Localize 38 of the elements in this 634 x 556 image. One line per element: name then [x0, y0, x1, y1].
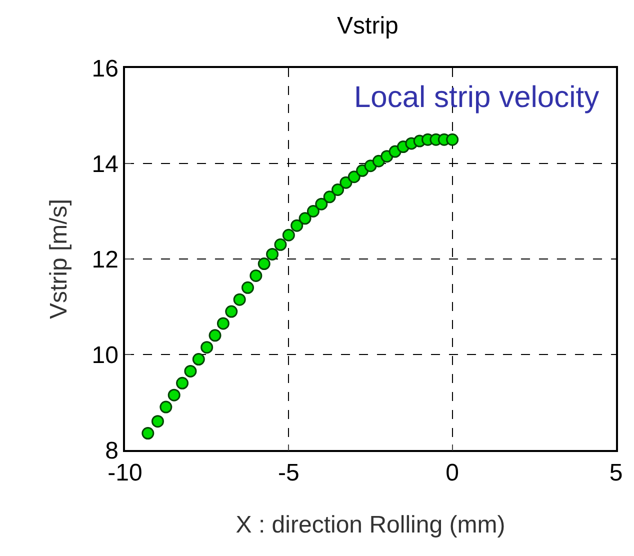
point	[250, 269, 262, 282]
point	[208, 329, 222, 342]
x-axis-title: X : direction Rolling (mm)	[236, 512, 506, 538]
point	[168, 388, 180, 402]
point	[176, 376, 189, 390]
point	[258, 258, 270, 270]
chart-title: Vstrip	[337, 12, 398, 40]
point	[200, 341, 214, 354]
point	[184, 364, 197, 378]
point	[348, 170, 360, 184]
point	[233, 293, 246, 306]
point	[142, 427, 154, 440]
point	[315, 198, 328, 210]
y-tick-label: 12	[92, 246, 118, 274]
point	[282, 228, 295, 242]
point	[151, 415, 164, 428]
point	[216, 317, 230, 330]
annotation: Local strip velocity	[354, 81, 600, 114]
point	[306, 205, 320, 218]
x-tick-label: 5	[609, 460, 623, 487]
y-tick-label: 10	[92, 342, 118, 369]
point	[266, 248, 279, 260]
point	[242, 281, 254, 294]
y-tick-label: 16	[92, 55, 118, 82]
point	[225, 305, 238, 318]
point	[332, 184, 344, 196]
point	[298, 212, 312, 225]
point	[274, 238, 287, 251]
y-axis-title: Vstrip [m/s]	[46, 198, 72, 320]
point	[160, 400, 172, 414]
point	[192, 353, 205, 366]
x-tick-label: 0	[446, 460, 460, 487]
point	[290, 219, 304, 232]
point	[340, 176, 352, 189]
point	[446, 133, 459, 146]
y-tick-label: 14	[92, 150, 118, 178]
x-tick-label: -5	[278, 460, 300, 487]
point	[323, 190, 336, 204]
